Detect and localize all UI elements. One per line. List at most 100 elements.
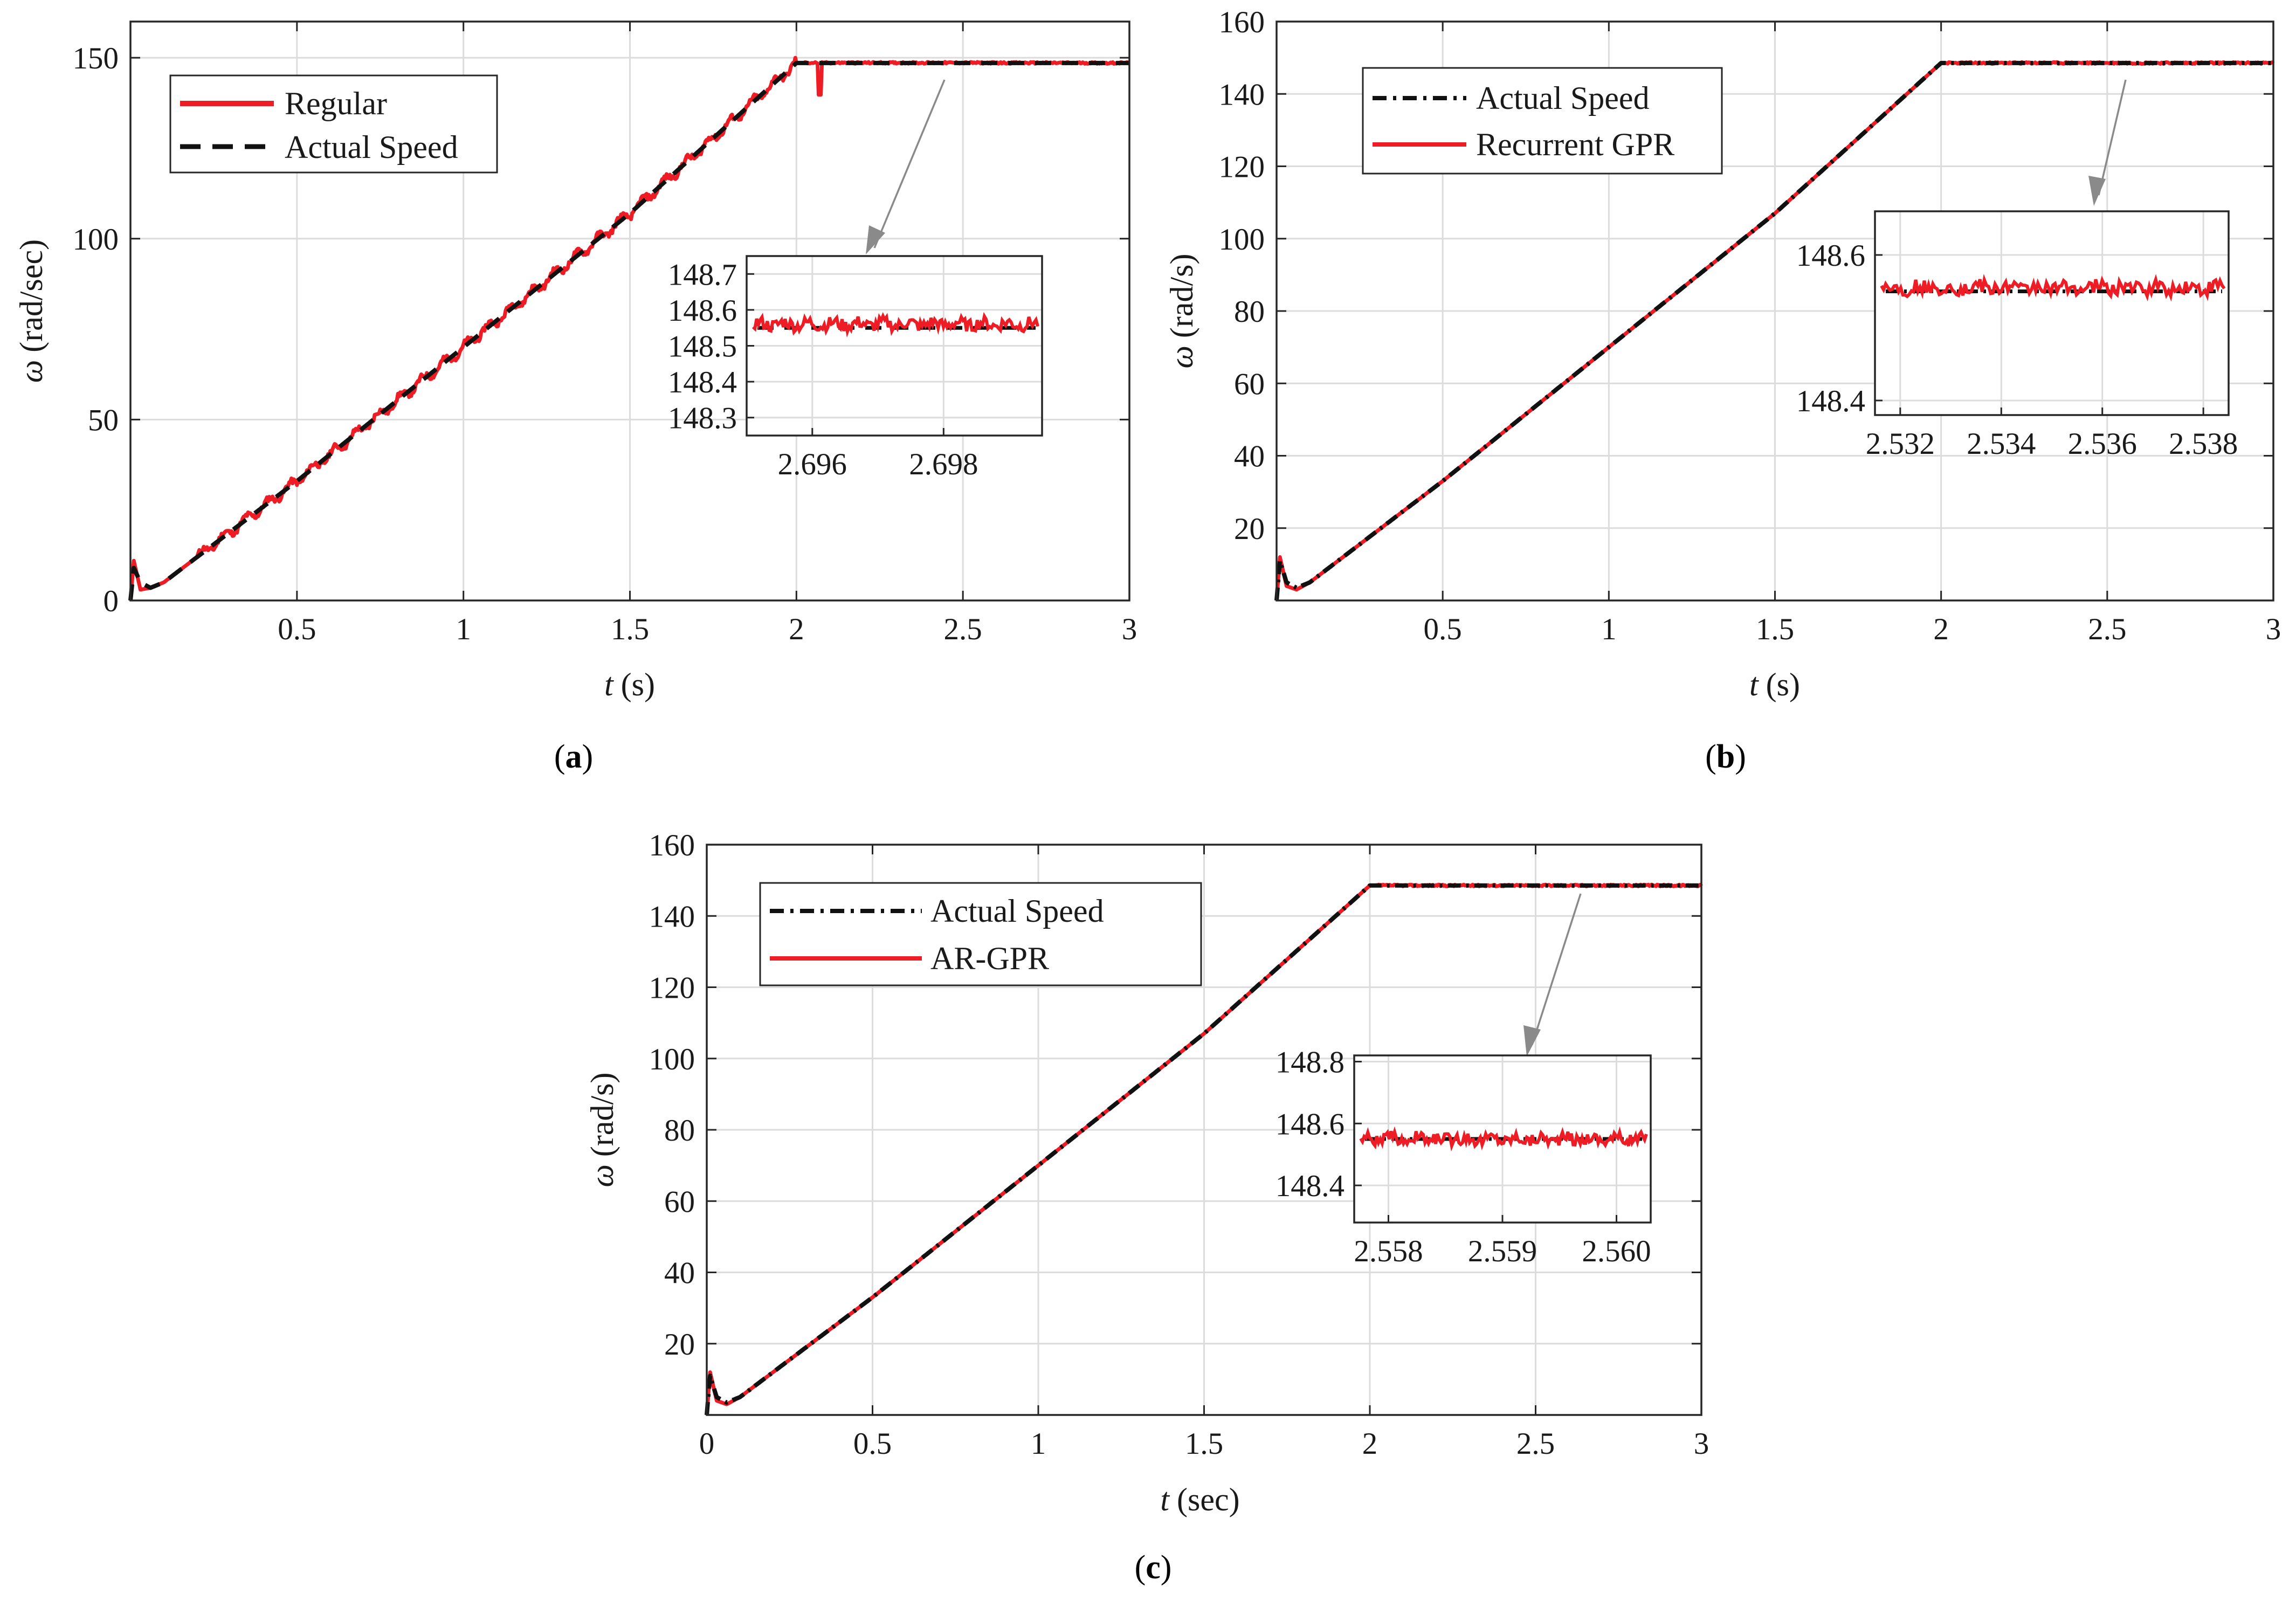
panel-b-xlabel: t (s) xyxy=(1749,667,1800,702)
inset-y-tick-label: 148.6 xyxy=(1275,1107,1344,1141)
y-tick-label: 100 xyxy=(649,1042,695,1076)
y-tick-label: 20 xyxy=(1234,512,1265,546)
panel-c-xlabel: t (sec) xyxy=(1160,1482,1239,1517)
x-tick-label: 1 xyxy=(1601,612,1617,646)
inset-y-tick-label: 148.8 xyxy=(1275,1045,1344,1079)
series-line-actual-speed xyxy=(128,60,1130,601)
panel-c-inset-arrow xyxy=(1523,893,1582,1057)
panel-a-legend: Regular Actual Speed xyxy=(169,74,498,174)
x-tick-label: 0.5 xyxy=(853,1427,892,1461)
y-tick-label: 120 xyxy=(1219,150,1265,184)
y-axis-symbol: ω xyxy=(13,360,49,383)
svg-text:t(s): t (s) xyxy=(1749,667,1800,702)
inset-x-tick-label: 2.698 xyxy=(909,447,978,481)
inset-estimate-line xyxy=(1359,1126,1648,1152)
inset-y-tick-label: 148.7 xyxy=(668,258,737,292)
x-axis-unit: (s) xyxy=(621,667,655,702)
panel-b-ticks: 0.5 1 1.5 2 2.5 3 20 40 60 80 100 120 140 160 xyxy=(1219,5,2281,646)
inset-x-tick-label: 2.532 xyxy=(1866,427,1935,461)
y-tick-label: 120 xyxy=(649,971,695,1005)
legend-label-recurrent-gpr: Recurrent GPR xyxy=(1476,127,1674,162)
inset-y-tick-label: 148.4 xyxy=(1275,1169,1344,1203)
panel-c-ylabel: ω(rad/s) xyxy=(584,1073,620,1187)
panel-a: 0.5 1 1.5 2 2.5 3 0 50 100 150 Regular Actual Spe… xyxy=(13,20,1137,775)
y-tick-label: 20 xyxy=(664,1328,695,1362)
y-tick-label: 140 xyxy=(1219,78,1265,112)
x-tick-label: 2 xyxy=(1933,612,1949,646)
y-tick-label: 150 xyxy=(73,42,119,75)
y-tick-label: 140 xyxy=(649,900,695,934)
x-tick-label: 3 xyxy=(2266,612,2281,646)
x-tick-label: 2 xyxy=(789,612,804,646)
y-tick-label: 60 xyxy=(664,1185,695,1219)
y-tick-label: 60 xyxy=(1234,367,1265,401)
svg-text:t(s): t (s) xyxy=(604,667,655,702)
inset-x-tick-label: 2.560 xyxy=(1582,1234,1651,1268)
x-tick-label: 2.5 xyxy=(1516,1427,1555,1461)
panel-a-inset-arrow xyxy=(866,79,946,254)
y-tick-label: 80 xyxy=(1234,295,1265,329)
inset-x-tick-label: 2.536 xyxy=(2068,427,2137,461)
panel-b-legend: Actual Speed Recurrent GPR xyxy=(1362,67,1723,175)
x-tick-label: 1 xyxy=(456,612,471,646)
panel-a-ticks: 0.5 1 1.5 2 2.5 3 0 50 100 150 xyxy=(73,22,1137,646)
y-tick-label: 40 xyxy=(664,1256,695,1290)
panel-b-inset: 2.532 2.534 2.536 2.538 148.4 148.6 xyxy=(1796,210,2238,461)
y-tick-label: 100 xyxy=(73,223,119,257)
x-tick-label: 2.5 xyxy=(2088,612,2126,646)
y-tick-label: 50 xyxy=(88,403,119,437)
y-tick-label: 160 xyxy=(649,828,695,862)
inset-x-tick-label: 2.559 xyxy=(1468,1234,1537,1268)
inset-x-tick-label: 2.538 xyxy=(2169,427,2238,461)
panel-a-ylabel: ω (rad/sec) xyxy=(13,239,49,383)
inset-y-tick-label: 148.6 xyxy=(668,294,737,328)
x-tick-label: 0.5 xyxy=(1424,612,1462,646)
x-tick-label: 2.5 xyxy=(944,612,982,646)
panel-b-ylabel: ω(rad/s) xyxy=(1164,254,1199,369)
x-tick-label: 1 xyxy=(1031,1427,1046,1461)
y-tick-label: 80 xyxy=(664,1114,695,1148)
svg-text:ω(rad/sec): ω (rad/sec) xyxy=(13,239,49,383)
legend-label-actual-speed: Actual Speed xyxy=(930,893,1104,929)
inset-y-tick-label: 148.3 xyxy=(668,402,737,436)
svg-text:ω(rad/s): ω(rad/s) xyxy=(1164,254,1199,369)
x-tick-label: 0.5 xyxy=(278,612,316,646)
panel-c: 0 0.5 1 1.5 2 2.5 3 20 40 60 80 100 120 140 160 Actual… xyxy=(584,828,1709,1586)
inset-x-tick-label: 2.534 xyxy=(1967,427,2036,461)
panel-b-caption: (b) xyxy=(1705,738,1746,775)
inset-y-tick-label: 148.4 xyxy=(668,365,737,399)
panel-c-series xyxy=(705,882,1703,1415)
x-tick-label: 3 xyxy=(1122,612,1137,646)
panel-c-ticks: 0 0.5 1 1.5 2 2.5 3 20 40 60 80 100 120 140 160 xyxy=(649,828,1709,1461)
x-tick-label: 1.5 xyxy=(611,612,649,646)
y-tick-label: 160 xyxy=(1219,5,1265,39)
x-tick-label: 3 xyxy=(1694,1427,1709,1461)
panel-b-series xyxy=(1274,60,2275,601)
inset-y-tick-label: 148.6 xyxy=(1796,239,1865,273)
x-tick-label: 1.5 xyxy=(1756,612,1794,646)
y-tick-label: 0 xyxy=(104,584,119,618)
inset-estimate-line xyxy=(1880,274,2226,302)
series-line-recurrent-gpr xyxy=(1274,60,2275,601)
panel-b-inset-arrow xyxy=(2088,79,2127,206)
series-line-actual-speed xyxy=(705,883,1702,1415)
legend-label-regular: Regular xyxy=(285,86,387,121)
legend-label-actual-speed: Actual Speed xyxy=(1476,80,1650,116)
x-tick-label: 1.5 xyxy=(1185,1427,1223,1461)
inset-y-tick-label: 148.5 xyxy=(668,330,737,364)
y-axis-unit: (rad/sec) xyxy=(13,239,49,353)
legend-label-ar-gpr: AR-GPR xyxy=(930,941,1049,976)
y-tick-label: 40 xyxy=(1234,440,1265,474)
inset-x-tick-label: 2.696 xyxy=(778,447,847,481)
panel-c-inset: 2.558 2.559 2.560 148.4 148.6 148.8 xyxy=(1275,1045,1652,1268)
x-tick-label: 0 xyxy=(699,1427,715,1461)
inset-x-tick-label: 2.558 xyxy=(1354,1234,1423,1268)
panel-c-legend: Actual Speed AR-GPR xyxy=(759,882,1202,986)
x-tick-label: 2 xyxy=(1362,1427,1378,1461)
svg-text:t(sec): t (sec) xyxy=(1160,1482,1239,1517)
inset-y-tick-label: 148.4 xyxy=(1796,384,1865,418)
panel-a-caption: (a) xyxy=(554,738,593,775)
legend-label-actual-speed: Actual Speed xyxy=(285,129,458,165)
